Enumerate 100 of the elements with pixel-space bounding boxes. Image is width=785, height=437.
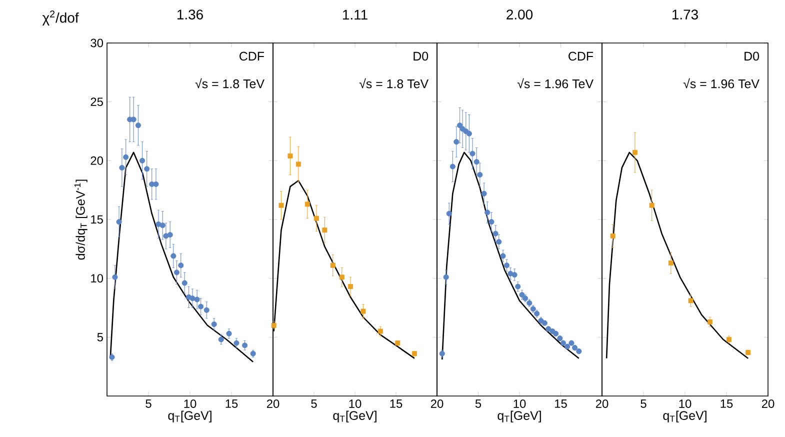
line-series: [110, 152, 254, 363]
x-tick-label: 15: [720, 400, 733, 408]
point: [174, 270, 180, 276]
point: [477, 172, 483, 178]
point: [278, 202, 284, 208]
point: [496, 239, 502, 245]
x-tick-label: 15: [555, 400, 567, 408]
chart-title: 1.36: [177, 10, 203, 20]
point: [470, 150, 476, 156]
annotation: √s = 1.8 TeV: [359, 78, 429, 88]
x-tick-label: 10: [679, 400, 692, 408]
x-tick-label: 10: [349, 400, 362, 408]
point: [456, 122, 463, 128]
point: [156, 221, 162, 227]
point: [123, 154, 129, 160]
point: [182, 280, 188, 286]
point: [610, 233, 616, 238]
annotation: √s = 1.96 TeV: [517, 78, 594, 88]
point: [288, 153, 293, 158]
point: [348, 284, 353, 290]
x-axis-title: q$_{T}$[GeV]: [663, 410, 706, 422]
point: [632, 150, 638, 155]
y-tick-label: 20: [90, 156, 104, 165]
point: [378, 328, 383, 334]
point: [314, 216, 319, 221]
point: [144, 166, 150, 172]
chart-title: 2.00: [506, 10, 533, 20]
point: [330, 262, 336, 268]
point: [178, 262, 184, 268]
point: [304, 202, 310, 207]
point: [500, 253, 506, 259]
x-tick-label: 5: [475, 400, 482, 408]
x-tick-label: 20: [430, 400, 444, 408]
point: [454, 139, 460, 145]
x-tick-label: 5: [640, 400, 646, 408]
y-tick-label: 5: [97, 332, 103, 342]
y-tick-label: 10: [91, 274, 104, 283]
point: [112, 274, 118, 280]
point: [163, 233, 169, 239]
point: [204, 307, 210, 313]
x-axis-title: q$_{T}$[GeV]: [168, 410, 212, 422]
x-tick-label: 20: [266, 400, 280, 408]
text: χ$^{2}$/dof: [42, 10, 79, 26]
x-tick-label: 5: [146, 400, 152, 408]
point: [167, 232, 173, 238]
point: [119, 164, 125, 170]
point: [488, 219, 494, 225]
point: [504, 262, 510, 268]
point: [668, 260, 674, 266]
point: [218, 336, 224, 342]
x-tick-label: 20: [596, 400, 608, 408]
point: [649, 202, 654, 208]
point: [194, 296, 200, 302]
point: [250, 350, 256, 356]
y-tick-label: 30: [90, 38, 104, 48]
point: [339, 274, 344, 280]
point: [271, 322, 276, 328]
point: [481, 190, 487, 196]
point: [322, 228, 328, 233]
point: [211, 321, 217, 327]
point: [515, 284, 521, 290]
chart-title: 1.73: [672, 10, 698, 20]
point: [170, 253, 176, 259]
point: [153, 181, 159, 187]
point: [296, 162, 301, 167]
point: [446, 210, 452, 216]
point: [234, 340, 240, 346]
chart-title: 1.11: [343, 10, 368, 20]
x-tick-label: 20: [762, 400, 774, 408]
point: [450, 164, 456, 170]
annotation: D0: [744, 52, 760, 61]
point: [160, 222, 166, 228]
point: [443, 274, 449, 280]
point: [707, 319, 712, 324]
point: [135, 122, 142, 128]
annotation: D0: [414, 52, 428, 61]
x-axis-title: q$_{T}$[GeV]: [333, 410, 376, 422]
point: [198, 304, 204, 310]
point: [242, 342, 248, 348]
x-tick-label: 10: [514, 400, 526, 408]
annotation: CDF: [568, 52, 594, 61]
y-axis-title: dσ/dq$_{T}$ [GeV$^{-1}$]: [74, 180, 88, 260]
x-tick-label: 10: [184, 400, 196, 408]
point: [439, 350, 445, 356]
point: [190, 296, 196, 302]
point: [466, 130, 472, 136]
annotation: CDF: [240, 52, 264, 61]
x-tick-label: 15: [226, 400, 238, 408]
point: [492, 230, 498, 236]
point: [360, 308, 366, 314]
y-tick-label: 25: [90, 98, 103, 106]
x-tick-label: 15: [390, 400, 402, 408]
point: [139, 158, 146, 164]
point: [688, 298, 694, 304]
annotation: √s = 1.8 TeV: [195, 78, 264, 88]
point: [474, 159, 480, 165]
x-tick-label: 5: [311, 400, 317, 408]
point: [484, 210, 490, 216]
y-tick-label: 15: [91, 215, 103, 224]
annotation: √s = 1.96 TeV: [683, 78, 760, 88]
